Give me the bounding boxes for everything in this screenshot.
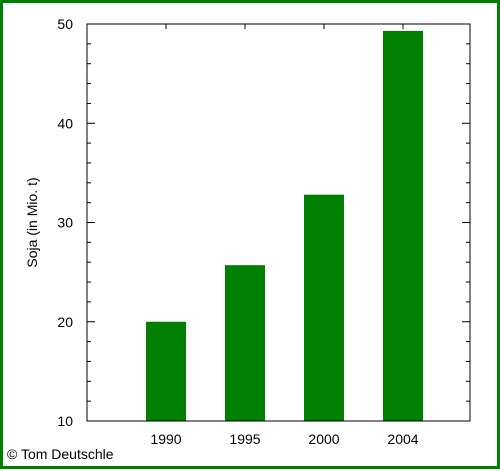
y-tick-label-20: 20: [57, 314, 73, 330]
ticks-layer: [87, 23, 470, 422]
bar-1990: [146, 321, 186, 421]
y-axis-label: Soja (in Mio. t): [24, 177, 40, 267]
labels-layer: 1990 1995 2000 2004 10 20 30 40 50: [57, 16, 418, 447]
x-tick-label-1990: 1990: [150, 431, 181, 447]
bar-chart: 1990 1995 2000 2004 10 20 30 40 50 Soja (in Mio.…: [7, 16, 471, 462]
x-tick-label-2004: 2004: [387, 431, 418, 447]
y-tick-label-30: 30: [57, 215, 73, 231]
bar-2000: [304, 194, 344, 421]
x-tick-label-1995: 1995: [229, 431, 260, 447]
bars-layer: [146, 30, 423, 421]
copyright-credit: © Tom Deutschle: [7, 446, 114, 462]
y-tick-label-10: 10: [57, 413, 73, 429]
y-tick-label-50: 50: [57, 16, 73, 32]
bar-1995: [225, 265, 265, 421]
y-tick-label-40: 40: [57, 115, 73, 131]
x-tick-label-2000: 2000: [308, 431, 339, 447]
bar-2004: [383, 30, 423, 421]
